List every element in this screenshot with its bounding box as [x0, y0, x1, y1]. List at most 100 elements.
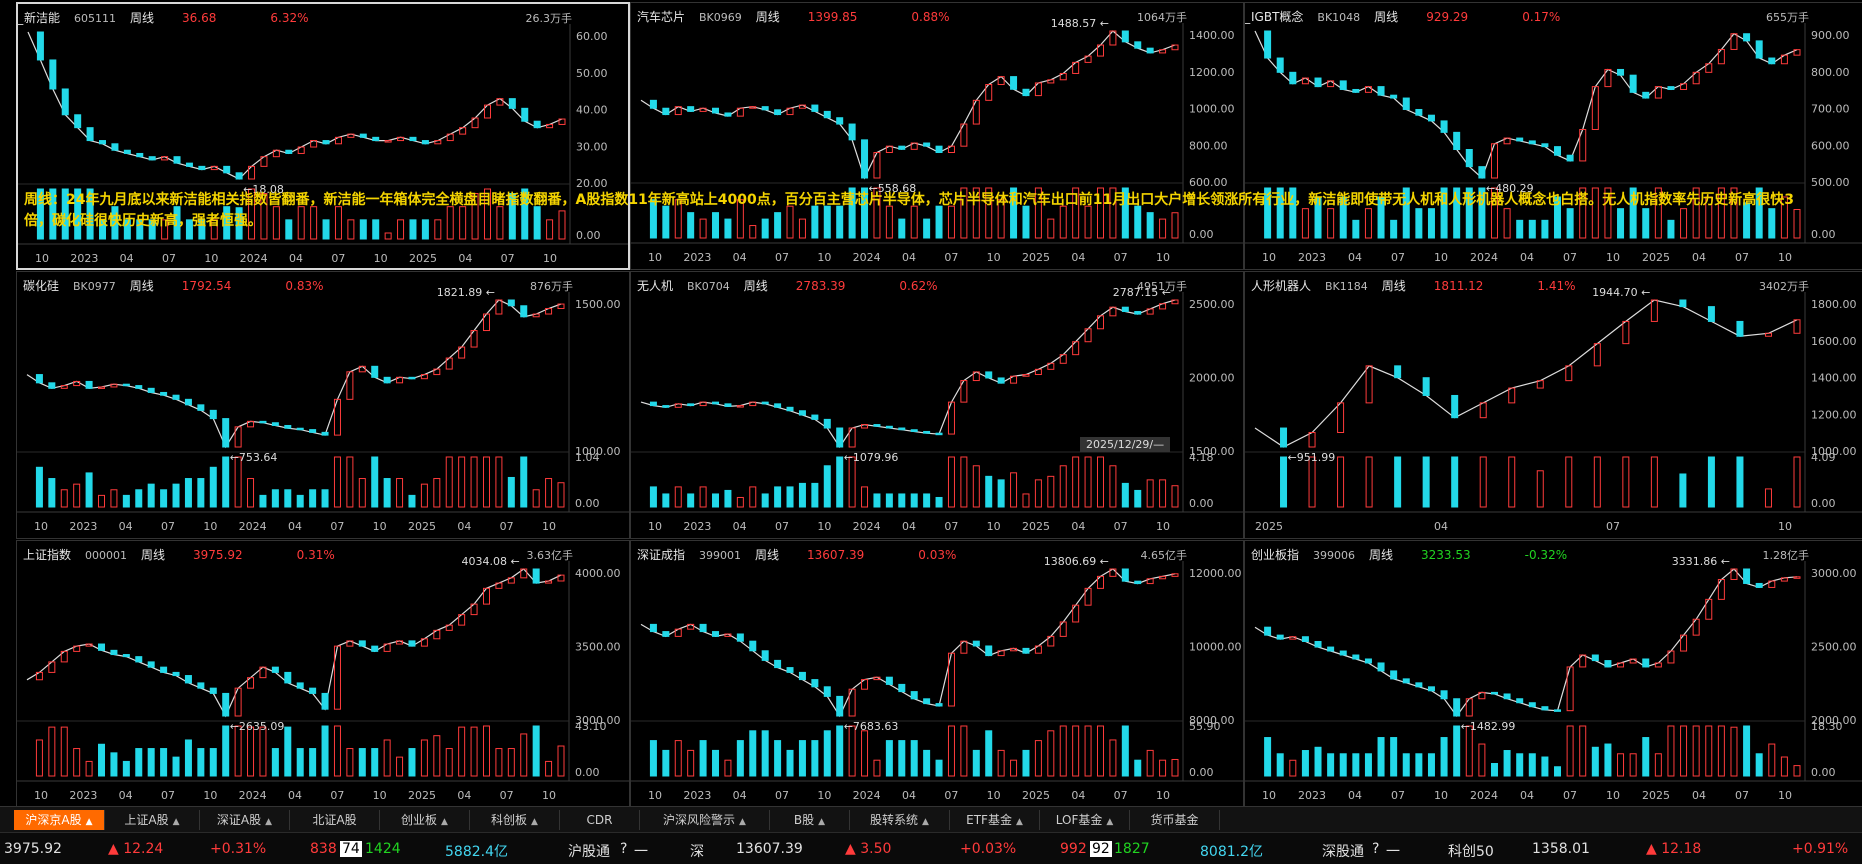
candle	[1440, 120, 1448, 133]
candle	[662, 631, 670, 637]
volume-bar	[1121, 482, 1129, 508]
volume-bar	[749, 730, 757, 777]
market-tab[interactable]: 上证A股 ▲	[105, 810, 200, 830]
candle	[160, 666, 168, 673]
chart-panel[interactable]: 13806.69 ← ←7683.63 12000.00 10000.00 8000.0…	[630, 540, 1244, 808]
market-tab[interactable]: 沪深京A股 ▲	[14, 810, 105, 830]
chart-panel[interactable]: 1944.70 ← ←951.99 1800.00 1600.00 1400.00 120…	[1244, 271, 1862, 539]
chart-panel[interactable]: 4034.08 ← ←2635.09 4000.00 3500.00 3000.00 43…	[16, 540, 630, 808]
volume-bar	[687, 212, 695, 239]
volume-bar	[699, 740, 707, 777]
candle	[662, 405, 670, 408]
volume-bar	[1047, 218, 1055, 239]
candle	[1022, 88, 1030, 97]
candle	[687, 403, 695, 407]
candle	[935, 145, 943, 153]
candle	[74, 114, 82, 129]
candle	[861, 679, 869, 690]
volume-bar	[1314, 196, 1322, 239]
volume-bar	[98, 743, 106, 777]
market-tab[interactable]: 创业板 ▲	[380, 810, 470, 830]
candle	[1478, 691, 1486, 700]
market-tab[interactable]: ETF基金 ▲	[950, 810, 1040, 830]
market-tab[interactable]: 北证A股	[290, 810, 380, 830]
candle	[397, 136, 405, 142]
y-tick-label: 20.00	[576, 177, 608, 190]
candle	[798, 410, 806, 416]
market-tab[interactable]: 股转系统 ▲	[850, 810, 950, 830]
candle	[1642, 91, 1650, 99]
volume-bar	[1604, 187, 1612, 239]
candle	[885, 145, 893, 153]
caret-up-icon: ▲	[1106, 817, 1114, 827]
volume-bar	[1276, 187, 1284, 239]
help-icon[interactable]: ?	[1372, 841, 1380, 857]
price-line	[640, 299, 1176, 449]
candle	[495, 582, 503, 589]
chart-panel[interactable]: 3331.86 ← ←1482.99 3000.00 2500.00 2000.00 18…	[1244, 540, 1862, 808]
x-tick-label: 2023	[683, 520, 711, 533]
chart-panel[interactable]: 63.67 ← ←18.08 60.00 50.00 40.00 30.00 20.00 0.…	[16, 2, 630, 270]
kline-chart: 1488.57 ← ←558.68 1400.00 1200.00 1000.00 800…	[631, 17, 1243, 264]
sgt-label[interactable]: 深股通	[1322, 844, 1364, 860]
y-tick-label: 3000.00	[575, 714, 621, 727]
market-tab[interactable]: LOF基金 ▲	[1040, 810, 1130, 830]
x-tick-label: 07	[775, 251, 789, 264]
sh-index-value: 3975.92	[4, 841, 62, 857]
candle	[823, 110, 831, 119]
volume-bar	[1301, 208, 1309, 239]
volume-bar	[823, 205, 831, 239]
candle	[1566, 154, 1574, 162]
y-tick-label: 1200.00	[1811, 408, 1857, 421]
volume-bar	[1109, 739, 1117, 777]
x-tick-label: 10	[648, 789, 662, 802]
candle	[848, 688, 856, 717]
volume-bar	[1289, 759, 1297, 777]
volume-bar	[371, 456, 379, 508]
x-tick-label: 2023	[1298, 251, 1326, 264]
market-tab[interactable]: 科创板 ▲	[470, 810, 560, 830]
x-tick-label: 04	[119, 520, 133, 533]
help-icon[interactable]: ?	[620, 841, 628, 857]
x-tick-label: 07	[161, 789, 175, 802]
volume-bar	[1134, 205, 1142, 239]
low-marker: ←951.99	[1288, 451, 1336, 464]
market-tab[interactable]: 沪深风险警示 ▲	[640, 810, 770, 830]
candle	[396, 640, 404, 645]
last-price: 3233.53	[1421, 548, 1471, 562]
volume-bar	[1541, 219, 1549, 239]
volume-bar	[86, 188, 94, 240]
x-tick-label: 2025	[1022, 520, 1050, 533]
chart-panel[interactable]: 1821.89 ← ←753.64 1500.00 1000.00 1.04 0.00 10…	[16, 271, 630, 539]
volume-bar	[1566, 725, 1574, 777]
candle	[811, 104, 819, 112]
candle	[172, 394, 180, 400]
market-tab[interactable]: 深证A股 ▲	[200, 810, 290, 830]
chart-panel[interactable]: 994.56 ← ←480.29 900.00 800.00 700.00 600.00 5…	[1244, 2, 1862, 270]
volume-bar	[1508, 456, 1516, 508]
panel-header: 深证成指 399001 周线 13607.39 0.03%	[637, 546, 970, 563]
chart-panel[interactable]: 1488.57 ← ←558.68 1400.00 1200.00 1000.00 800…	[630, 2, 1244, 270]
y-tick-label: 1000.00	[575, 445, 621, 458]
y-tick-label: 600.00	[1811, 139, 1850, 152]
caret-up-icon: ▲	[818, 817, 826, 827]
volume-bar	[1440, 187, 1448, 239]
x-tick-label: 04	[1071, 520, 1085, 533]
x-tick-label: 07	[1606, 520, 1620, 533]
candle	[1593, 343, 1601, 367]
volume-bar	[1617, 753, 1625, 777]
volume-bar	[470, 726, 478, 777]
volume-bar	[99, 219, 107, 240]
volume-bar	[172, 483, 180, 508]
candle	[1034, 645, 1042, 654]
market-tab[interactable]: B股 ▲	[770, 810, 850, 830]
candle	[947, 145, 955, 153]
candle	[459, 127, 467, 135]
hgt-label[interactable]: 沪股通	[568, 844, 610, 860]
candle	[823, 686, 831, 697]
market-tab[interactable]: 货币基金	[1130, 810, 1220, 830]
candle	[123, 149, 131, 154]
chart-panel[interactable]: 2787.15 ← ←1079.96 2500.00 2000.00 1500.00 4.…	[630, 271, 1244, 539]
x-tick-label: 10	[203, 520, 217, 533]
market-tab[interactable]: CDR	[560, 810, 640, 830]
